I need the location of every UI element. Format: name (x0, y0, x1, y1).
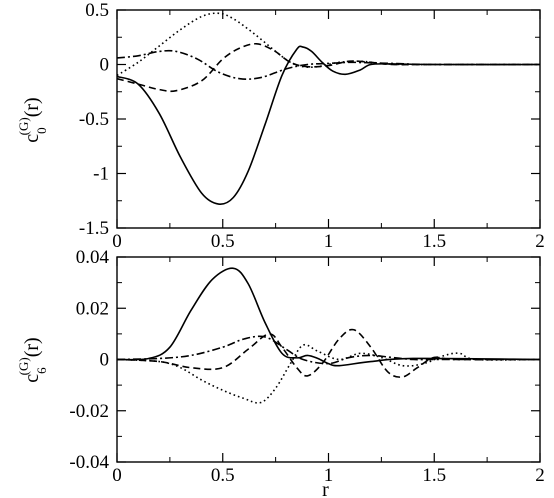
series-line-dashdot (116, 49, 541, 80)
series-line-dashdot (116, 335, 540, 365)
top-panel: 0 0.5 1 1.5 20.50-0.5-1-1.5c0(G)(r) (16, 0, 545, 252)
y-label-subscript: 6 (34, 367, 49, 374)
y-tick-label: 0.02 (76, 298, 109, 319)
y-axis-label: c0(G)(r) (16, 97, 49, 142)
y-tick-label: 0 (100, 350, 110, 371)
y-tick-label: 0.04 (76, 247, 110, 268)
y-axis-label: c6(G)(r) (16, 337, 49, 382)
x-tick-label: 1 (324, 465, 334, 486)
y-tick-label: 0.5 (85, 0, 109, 21)
x-tick-label: 2 (535, 231, 545, 252)
x-tick-label: 0 (112, 465, 122, 486)
x-axis-label: r (322, 479, 329, 498)
series-line-solid (116, 45, 541, 205)
series-line-dotted (116, 343, 541, 404)
y-tick-label: -1 (93, 164, 109, 185)
y-label-superscript: (G) (16, 117, 31, 135)
y-label-argument: (r) (21, 97, 43, 117)
x-tick-label: 1 (324, 231, 334, 252)
x-tick-label: 1.5 (422, 231, 446, 252)
x-tick-label: 0.5 (211, 231, 235, 252)
y-tick-label: -0.02 (69, 401, 109, 422)
series-line-dashed (116, 328, 541, 378)
y-tick-label: -0.04 (69, 452, 109, 473)
plot-frame (116, 9, 541, 229)
bottom-panel: 0 0.5 1 1.5 2 0.04 0.02 0 -0.02 -0.04 c6(G)(r) r (16, 247, 545, 498)
y-label-argument: (r) (21, 337, 43, 357)
x-tick-label: 1.5 (422, 465, 446, 486)
series-line-solid (116, 267, 541, 367)
y-label-base: c (21, 134, 43, 143)
y-tick-label: -1.5 (79, 218, 109, 239)
y-tick-label: -0.5 (79, 109, 109, 130)
y-label-base: c (21, 374, 43, 383)
x-tick-label: 2 (535, 465, 545, 486)
x-tick-label: 0 (112, 231, 122, 252)
y-label-superscript: (G) (16, 357, 31, 375)
x-tick-label: 0.5 (211, 465, 235, 486)
y-tick-label: 0 (100, 55, 110, 76)
y-label-subscript: 0 (34, 127, 49, 134)
